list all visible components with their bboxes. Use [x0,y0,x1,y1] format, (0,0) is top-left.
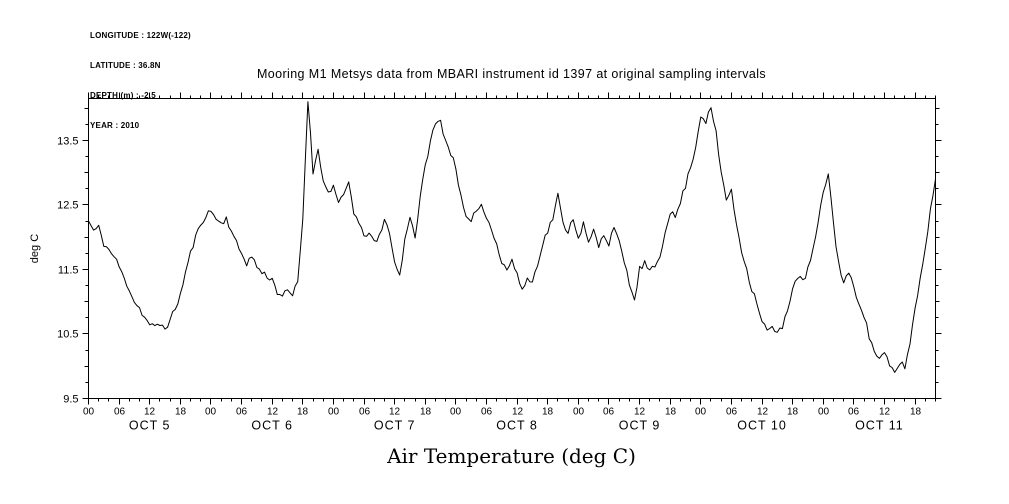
x-tick-label: 18 [787,407,799,418]
x-tick-label: 12 [512,407,524,418]
y-tick-label: 9.5 [63,394,78,406]
day-label: OCT 10 [737,419,787,433]
x-tick-label: 12 [879,407,891,418]
x-tick-label: 18 [420,407,432,418]
y-tick-label: 11.5 [58,265,79,277]
x-tick-label: 12 [757,407,769,418]
x-tick-label: 12 [267,407,279,418]
x-tick-label: 00 [573,407,585,418]
x-tick-label: 00 [205,407,217,418]
x-tick-label: 18 [665,407,677,418]
meta-latitude: LATITUDE : 36.8N [90,61,161,70]
x-tick-label: 18 [542,407,554,418]
y-axis-label: deg C [29,234,41,263]
x-tick-label: 00 [695,407,707,418]
day-label: OCT 11 [855,419,904,433]
x-tick-label: 12 [634,407,646,418]
x-tick-label: 06 [726,407,738,418]
day-label: OCT 9 [619,419,661,433]
day-label: OCT 5 [129,419,171,433]
x-tick-label: 00 [450,407,462,418]
meta-longitude: LONGITUDE : 122W(-122) [90,31,191,40]
x-tick-label: 06 [359,407,371,418]
x-tick-label: 06 [236,407,248,418]
x-tick-label: 00 [328,407,340,418]
x-tick-label: 12 [389,407,401,418]
y-tick-label: 12.5 [57,200,78,212]
meta-depth: DEPTH (m) : -2.5 [90,91,156,100]
x-tick-label: 06 [481,407,493,418]
x-tick-label: 00 [818,407,830,418]
metadata-block: LONGITUDE : 122W(-122) LATITUDE : 36.8N … [90,11,191,151]
series-line [88,101,936,373]
day-label: OCT 7 [374,419,416,433]
chart-title: Mooring M1 Metsys data from MBARI instru… [256,67,767,81]
day-label: OCT 8 [496,419,538,433]
x-tick-label: 18 [175,407,187,418]
x-tick-label: 00 [83,407,95,418]
day-label: OCT 6 [251,419,293,433]
y-tick-label: 13.5 [57,136,78,148]
x-tick-label: 06 [114,407,126,418]
x-tick-label: 18 [910,407,922,418]
x-tick-label: 06 [603,407,615,418]
x-tick-label: 06 [848,407,860,418]
meta-year: YEAR : 2010 [90,121,140,130]
y-tick-label: 10.5 [57,329,78,341]
x-axis-title: Air Temperature (deg C) [387,444,636,468]
x-tick-label: 12 [144,407,156,418]
x-tick-label: 18 [297,407,309,418]
plot-frame [88,98,936,399]
